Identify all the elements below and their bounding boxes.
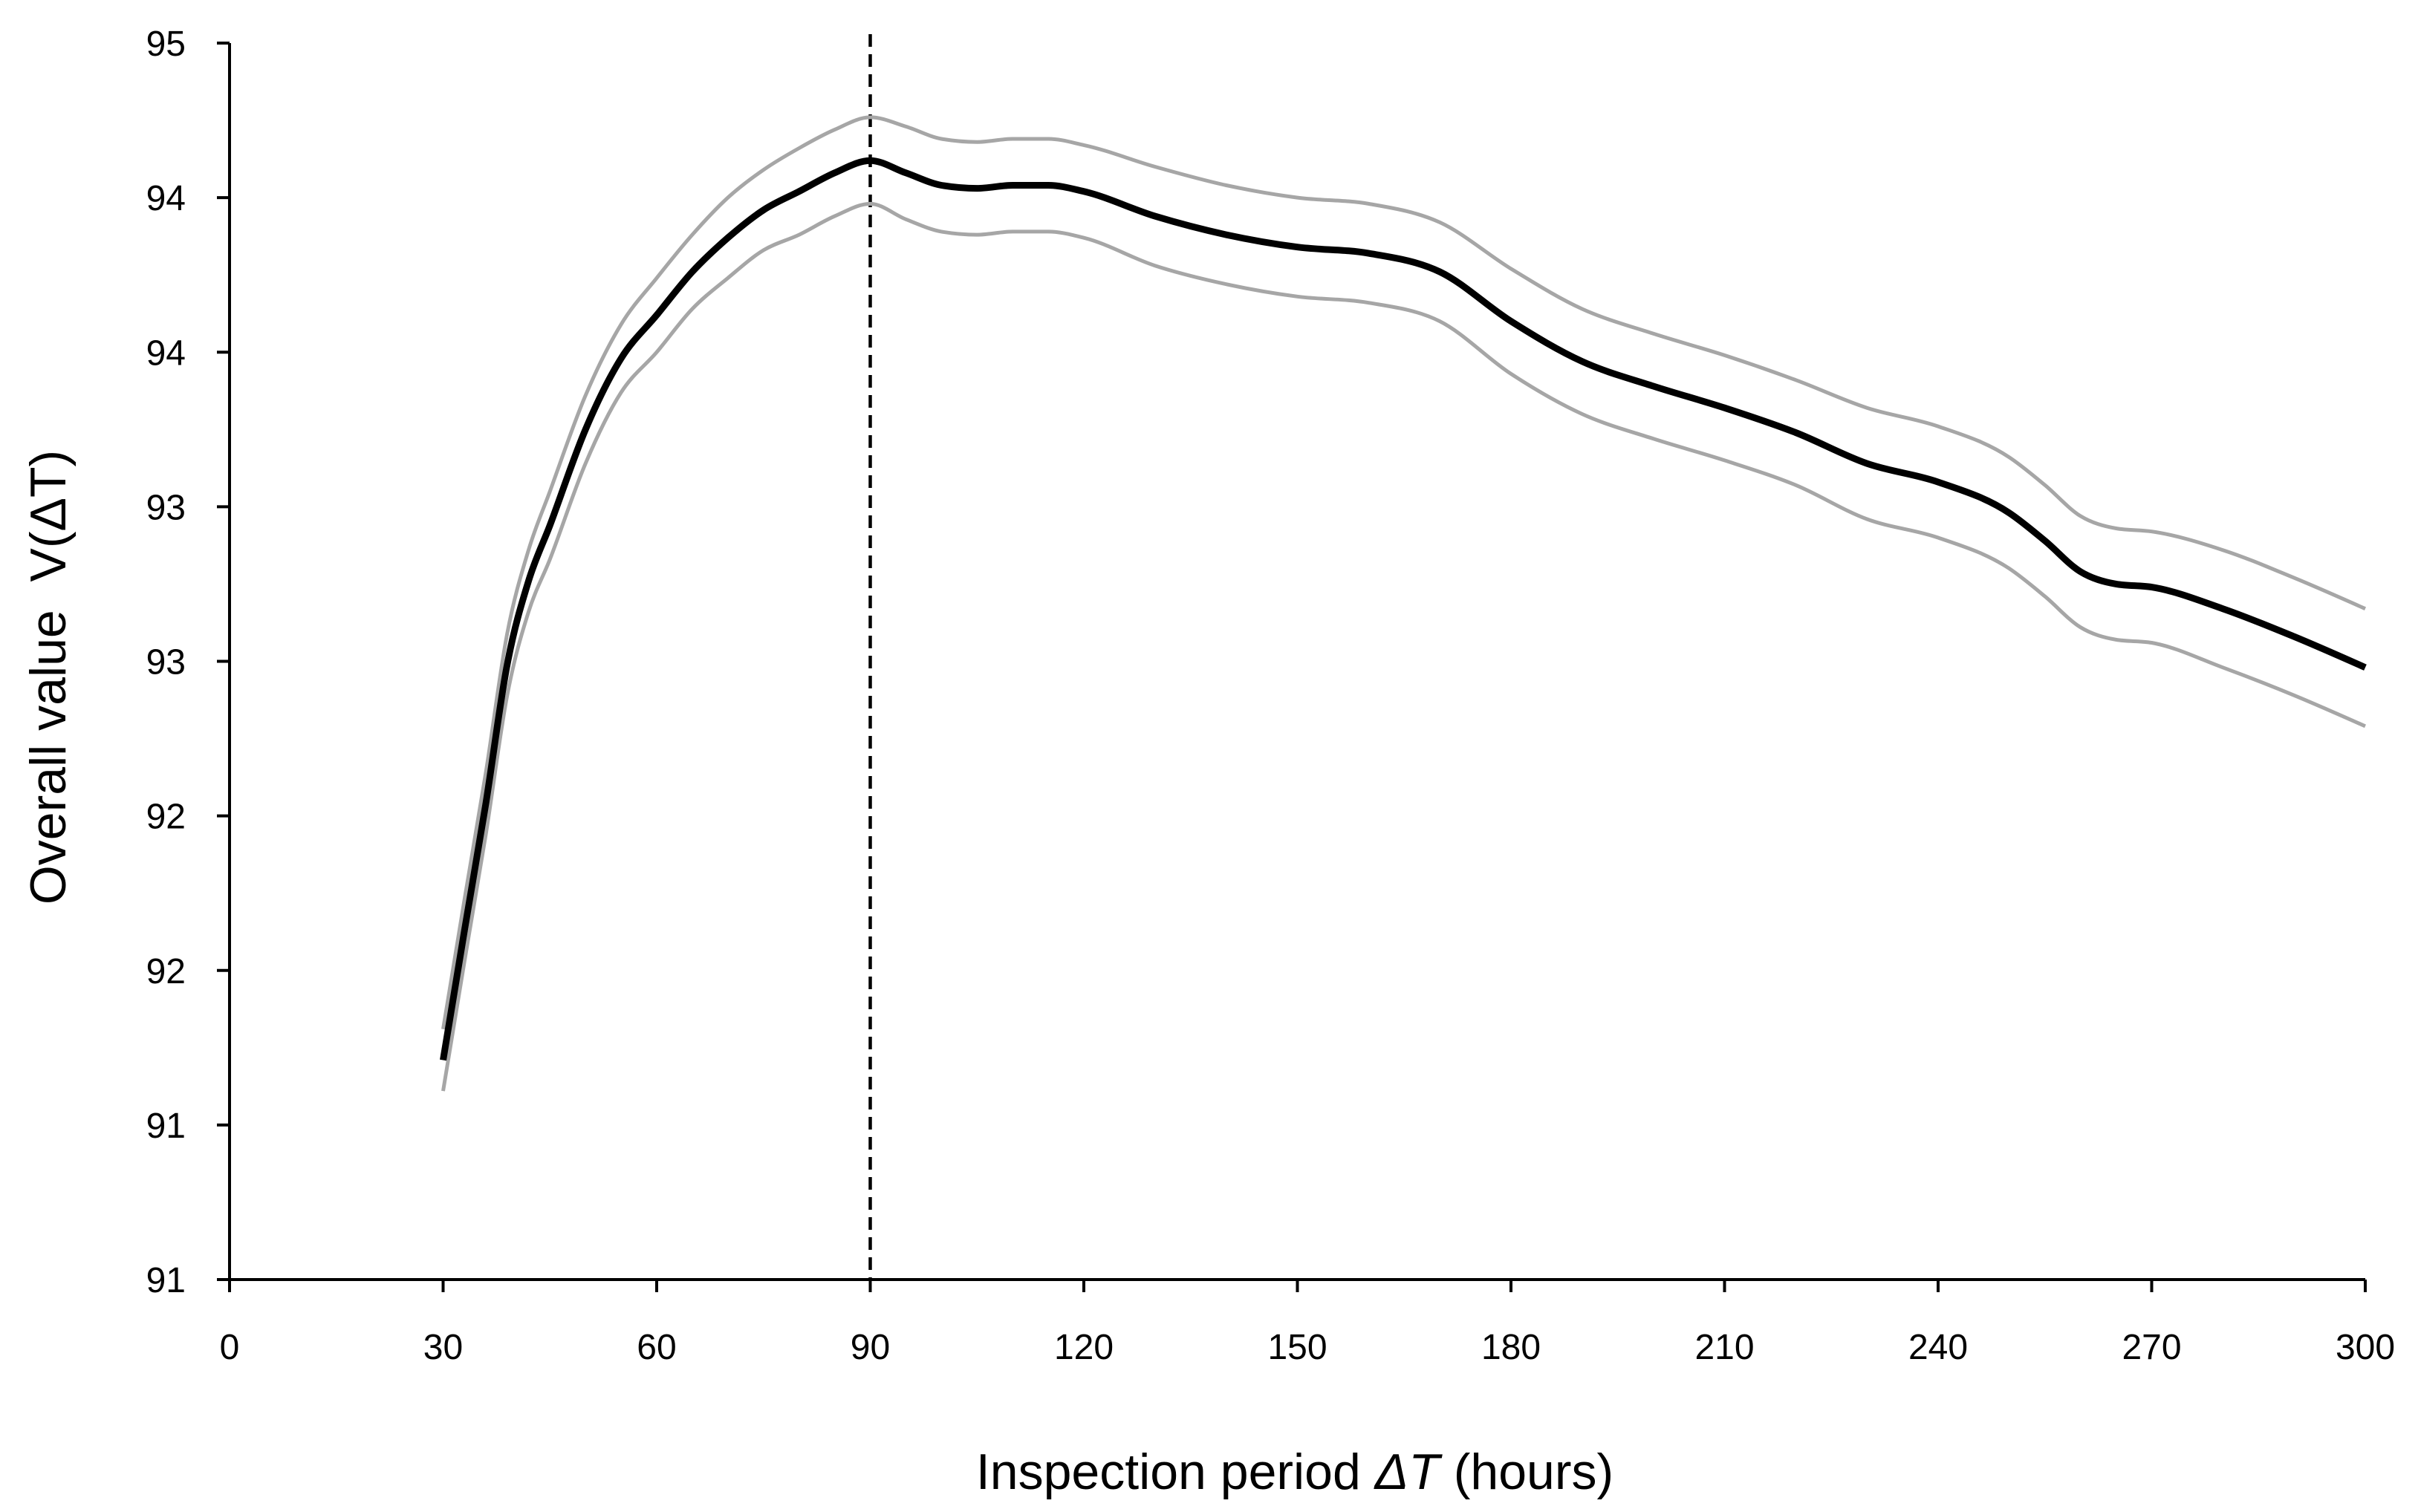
- y-tick-label: 92: [146, 798, 186, 837]
- upper-bound-line: [441, 115, 2367, 1030]
- x-tick-label: 150: [1267, 1328, 1327, 1367]
- lower-bound-line: [441, 201, 2367, 1092]
- x-tick-label: 90: [851, 1328, 890, 1367]
- x-tick-label: 240: [1908, 1328, 1968, 1367]
- x-tick-label: 30: [423, 1328, 463, 1367]
- y-tick-label: 91: [146, 1261, 186, 1300]
- y-axis-ticks: 95 94 94 93 93 92 92 91 91: [146, 25, 230, 1300]
- overall-value-line: [440, 157, 2367, 1061]
- y-tick-label: 91: [146, 1107, 186, 1146]
- x-tick-label: 180: [1481, 1328, 1541, 1367]
- x-tick-label: 120: [1054, 1328, 1114, 1367]
- y-tick-label: 94: [146, 333, 186, 373]
- x-axis-label-part: (hours): [1440, 1444, 1613, 1500]
- series-lines: [440, 115, 2367, 1092]
- y-tick-label: 93: [146, 643, 186, 682]
- x-axis-ticks: 0 30 60 90 120 150 180 210 240 270 300: [220, 1280, 2395, 1367]
- x-tick-label: 210: [1694, 1328, 1754, 1367]
- y-tick-label: 95: [146, 25, 186, 64]
- x-tick-label: 60: [637, 1328, 676, 1367]
- x-tick-label: 0: [220, 1328, 240, 1367]
- x-tick-label: 300: [2336, 1328, 2395, 1367]
- x-axis-label: Inspection period ΔT (hours): [976, 1444, 1613, 1500]
- x-axis-label-part: Inspection period: [976, 1444, 1375, 1500]
- y-tick-label: 93: [146, 488, 186, 527]
- x-axis-label-part: ΔT: [1374, 1444, 1443, 1500]
- y-tick-label: 92: [146, 952, 186, 991]
- x-tick-label: 270: [2122, 1328, 2181, 1367]
- y-axis-label: Overall value V(ΔT): [20, 450, 77, 905]
- y-tick-label: 94: [146, 179, 186, 218]
